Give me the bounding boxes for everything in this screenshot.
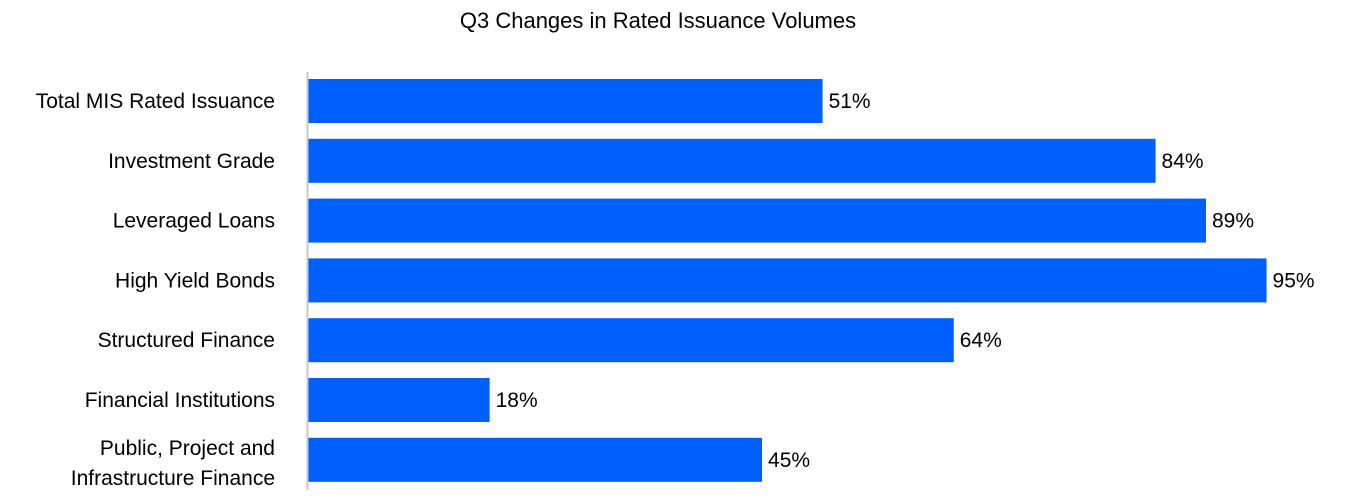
data-label: 64% xyxy=(960,329,1002,352)
category-label: Investment Grade xyxy=(108,150,275,173)
bar xyxy=(308,138,1156,183)
data-label: 18% xyxy=(496,389,538,412)
category-label: Total MIS Rated Issuance xyxy=(36,90,275,113)
category-label: Leveraged Loans xyxy=(113,210,275,233)
bar xyxy=(308,258,1267,303)
bar xyxy=(308,437,763,482)
chart-title: Q3 Changes in Rated Issuance Volumes xyxy=(460,8,856,33)
category-label: Public, Project and Infrastructure Financ… xyxy=(71,437,275,490)
data-label: 84% xyxy=(1162,150,1204,173)
data-label: 95% xyxy=(1273,269,1315,292)
bar xyxy=(308,79,823,123)
category-label: Structured Finance xyxy=(98,329,275,352)
category-label: Financial Institutions xyxy=(85,389,275,412)
bar xyxy=(308,318,954,363)
bar xyxy=(308,378,490,422)
category-label: High Yield Bonds xyxy=(115,269,275,292)
data-label: 45% xyxy=(768,449,810,472)
data-label: 89% xyxy=(1212,210,1254,233)
data-label: 51% xyxy=(829,90,871,113)
bar xyxy=(308,198,1207,243)
